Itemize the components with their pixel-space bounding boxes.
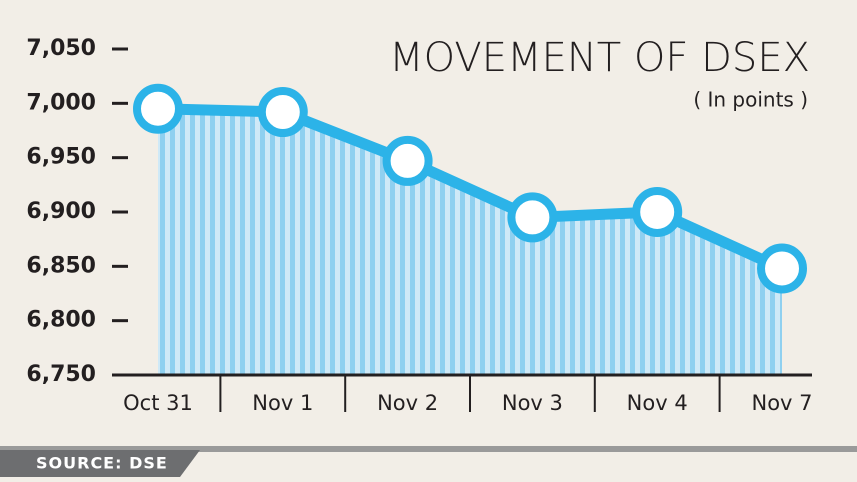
y-tick-label: 7,050 xyxy=(26,36,96,61)
x-tick-label: Nov 1 xyxy=(252,391,313,415)
source: SOURCE: DSE xyxy=(36,454,168,473)
x-tick-label: Nov 3 xyxy=(502,391,563,415)
area xyxy=(158,108,782,376)
point xyxy=(632,187,683,237)
x-tick-label: Oct 31 xyxy=(123,391,193,415)
y-tick-label: 6,850 xyxy=(26,253,96,278)
point xyxy=(257,87,308,138)
x-tick-label: Nov 7 xyxy=(751,391,812,415)
source-tab xyxy=(0,450,200,477)
y-tick-label: 6,750 xyxy=(26,362,96,387)
y-tick-label: 7,000 xyxy=(26,90,96,115)
point xyxy=(382,135,433,186)
chart-title: MOVEMENT OF DSEX xyxy=(389,35,810,81)
x-tick-label: Nov 4 xyxy=(627,391,688,415)
y-tick-label: 6,950 xyxy=(26,145,96,170)
y-tick-label: 6,900 xyxy=(26,199,96,224)
point xyxy=(507,192,558,243)
point xyxy=(757,243,807,294)
y-tick-label: 6,800 xyxy=(26,308,96,333)
point xyxy=(133,83,183,134)
x-tick-label: Nov 2 xyxy=(377,391,438,415)
footer-rule xyxy=(0,446,857,452)
chart-subtitle: ( In points ) xyxy=(693,88,808,112)
